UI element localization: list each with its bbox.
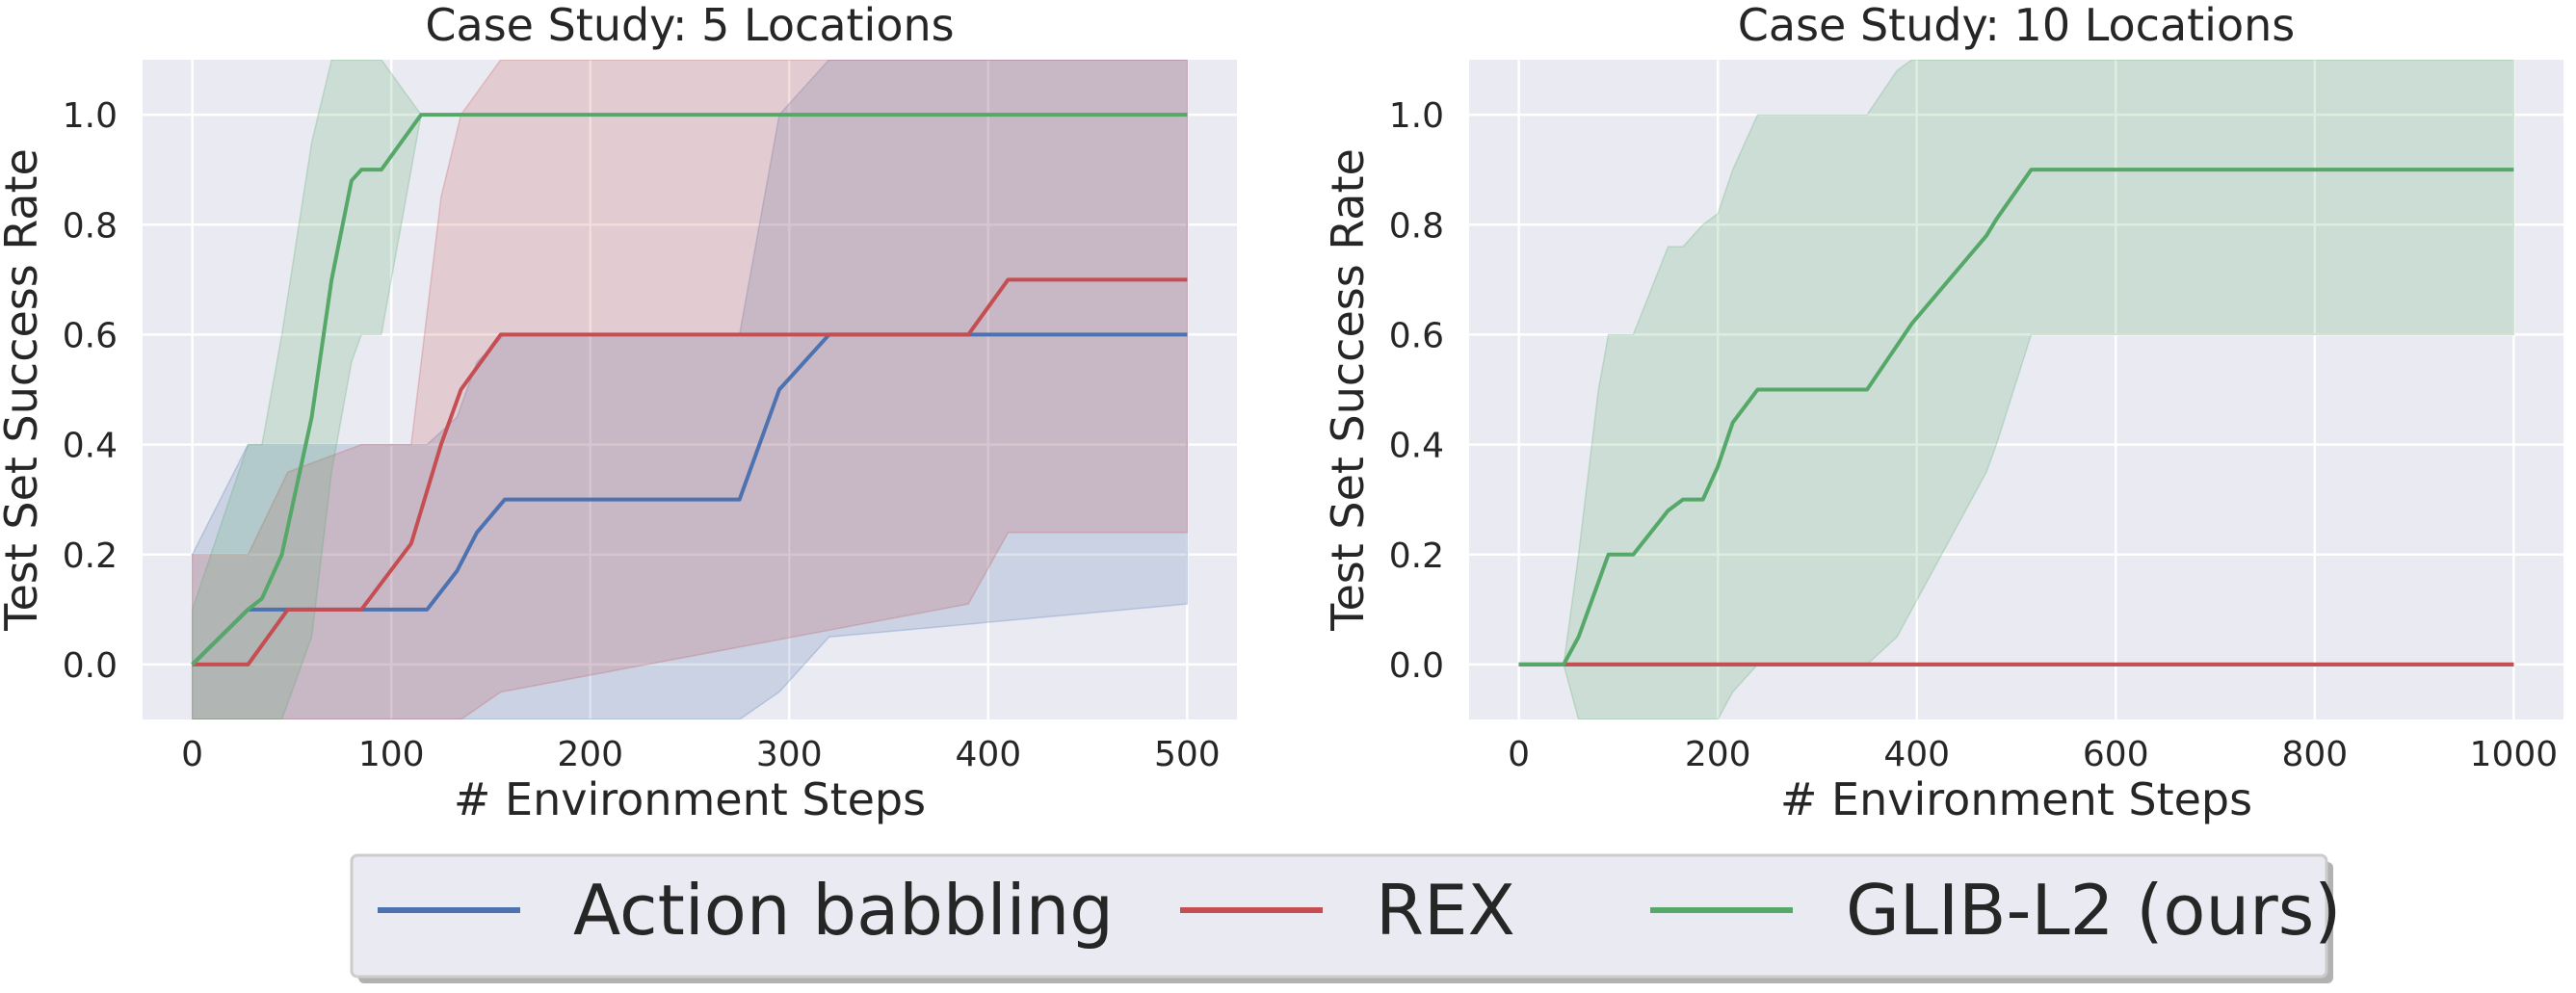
- plot-marks: [191, 60, 1189, 719]
- x-tick-label: 800: [2281, 735, 2348, 774]
- y-axis-label: Test Set Success Rate: [0, 148, 47, 632]
- y-tick-label: 0.4: [63, 427, 118, 466]
- chart-title: Case Study: 5 Locations: [425, 0, 954, 51]
- legend-box: [350, 853, 2328, 979]
- x-tick-label: 500: [1154, 735, 1221, 774]
- x-tick-label: 0: [1508, 735, 1530, 774]
- series-line-glib-l2-ours-: [191, 113, 1188, 666]
- x-tick-label: 200: [557, 735, 623, 774]
- x-tick-label: 400: [1883, 735, 1950, 774]
- y-tick-label: 0.4: [1389, 427, 1444, 466]
- y-tick-label: 0.8: [1389, 206, 1444, 246]
- series-band-action-babbling: [191, 60, 1189, 719]
- y-tick-label: 1.0: [63, 96, 118, 136]
- y-axis-label: Test Set Success Rate: [1322, 148, 1374, 632]
- chart-panel-1: 0 100 200 300 400 500 0.0 0.2 0.4 0.6 0.8 1.0 Case S…: [0, 0, 1237, 825]
- legend-label: REX: [1376, 870, 1515, 951]
- y-tick-label: 1.0: [1389, 96, 1444, 136]
- chart-panel-2: 0 200 400 600 800 1000 0.0 0.2 0.4 0.6 0.8 1.0 Case …: [1322, 0, 2563, 825]
- x-tick-label: 300: [756, 735, 823, 774]
- plot-marks: [1518, 60, 2515, 719]
- x-tick-label: 400: [955, 735, 1021, 774]
- legend-label: GLIB-L2 (ours): [1846, 870, 2341, 951]
- y-tick-label: 0.6: [63, 316, 118, 355]
- y-tick-label: 0.8: [63, 206, 118, 246]
- x-axis-label: # Environment Steps: [454, 773, 926, 825]
- y-tick-label: 0.6: [1389, 316, 1444, 355]
- x-axis-label: # Environment Steps: [1780, 773, 2252, 825]
- y-tick-label: 0.0: [63, 646, 118, 686]
- y-tick-label: 0.2: [63, 536, 118, 576]
- x-tick-label: 100: [358, 735, 425, 774]
- series-line-glib-l2-ours-: [1518, 168, 2514, 666]
- series-band-glib-l2-ours-: [1518, 60, 2515, 719]
- y-tick-label: 0.2: [1389, 536, 1444, 576]
- x-tick-label: 1000: [2470, 735, 2559, 774]
- chart-title: Case Study: 10 Locations: [1738, 0, 2295, 51]
- x-tick-label: 600: [2083, 735, 2149, 774]
- series-line-rex: [192, 277, 1188, 666]
- x-tick-label: 200: [1685, 735, 1751, 774]
- x-tick-label: 0: [181, 735, 203, 774]
- y-tick-label: 0.0: [1389, 646, 1444, 686]
- legend-label: Action babbling: [573, 870, 1114, 951]
- legend: Action babbling REX GLIB-L2 (ours): [350, 853, 2341, 983]
- series-band-rex: [191, 60, 1189, 719]
